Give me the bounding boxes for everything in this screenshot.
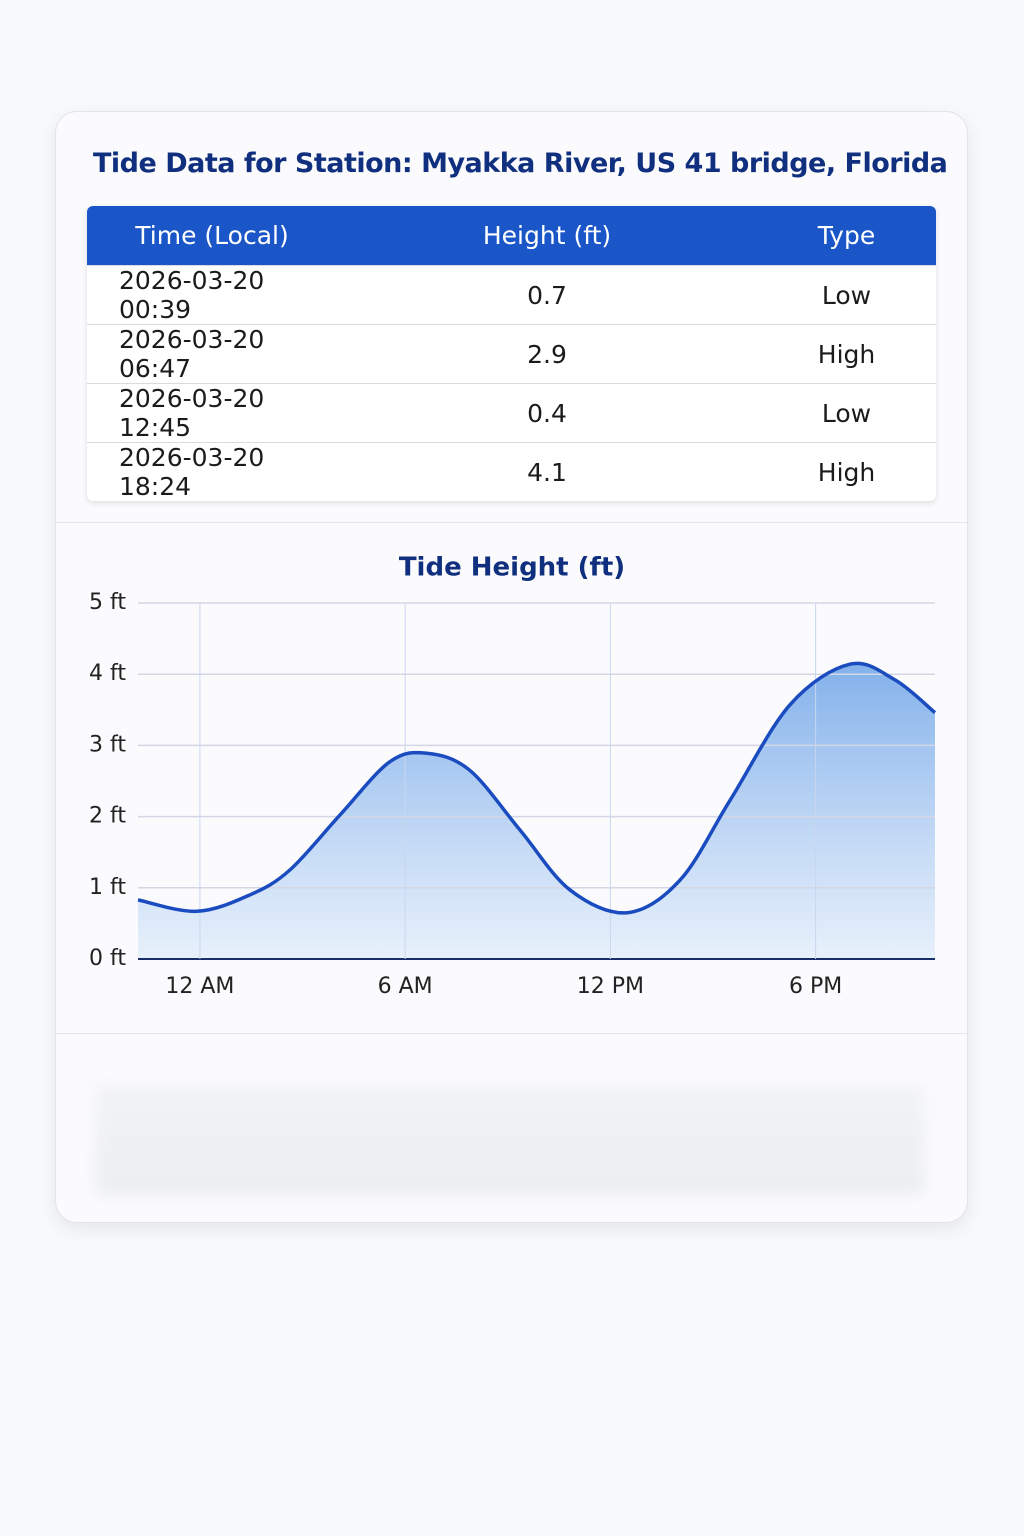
table-row: 2026-03-20 06:47 2.9 High	[87, 324, 936, 384]
x-tick-label: 12 PM	[577, 974, 644, 999]
y-tick-label: 2 ft	[89, 804, 126, 829]
placeholder	[95, 1085, 925, 1195]
table-cell: 2026-03-20 18:24	[87, 442, 337, 501]
tide-table: Time (Local) Height (ft) Type 2026-03-20 00…	[87, 206, 936, 501]
y-tick-label: 5 ft	[89, 590, 126, 615]
table-cell: High	[757, 324, 936, 384]
table-cell: 0.7	[337, 265, 757, 325]
column-header: Height (ft)	[337, 206, 757, 266]
y-tick-label: 1 ft	[89, 875, 126, 900]
table-row: 2026-03-20 18:24 4.1 High	[87, 442, 936, 501]
table-cell: 2026-03-20 06:47	[87, 324, 337, 384]
divider	[55, 1033, 968, 1034]
chart-title: Tide Height (ft)	[399, 553, 625, 583]
table-row: 2026-03-20 12:45 0.4 Low	[87, 383, 936, 443]
page-title: Tide Data for Station: Myakka River, US …	[93, 148, 948, 179]
tide-line	[137, 661, 937, 915]
y-tick-label: 0 ft	[89, 946, 126, 971]
x-tick-label: 12 AM	[165, 974, 234, 999]
area-fill	[138, 663, 935, 959]
table-row: 2026-03-20 00:39 0.7 Low	[87, 265, 936, 325]
y-tick-label: 3 ft	[89, 732, 126, 757]
table-cell: 2.9	[337, 324, 757, 384]
table-cell: 2026-03-20 12:45	[87, 383, 337, 443]
divider	[55, 522, 968, 523]
header-row: Time (Local) Height (ft) Type	[87, 206, 936, 266]
column-header: Type	[757, 206, 936, 266]
column-header: Time (Local)	[87, 206, 337, 266]
table-cell: Low	[757, 383, 936, 443]
x-tick-label: 6 AM	[378, 974, 433, 999]
x-tick-label: 6 PM	[789, 974, 842, 999]
chart: Tide Height (ft) 0 ft 1 ft 2 ft 3 ft 4 ft 5 f…	[89, 553, 937, 999]
table-cell: 4.1	[337, 442, 757, 501]
table-cell: Low	[757, 265, 936, 325]
table-cell: 2026-03-20 00:39	[87, 265, 337, 325]
table-cell: 0.4	[337, 383, 757, 443]
y-tick-label: 4 ft	[89, 661, 126, 686]
table-cell: High	[757, 442, 936, 501]
